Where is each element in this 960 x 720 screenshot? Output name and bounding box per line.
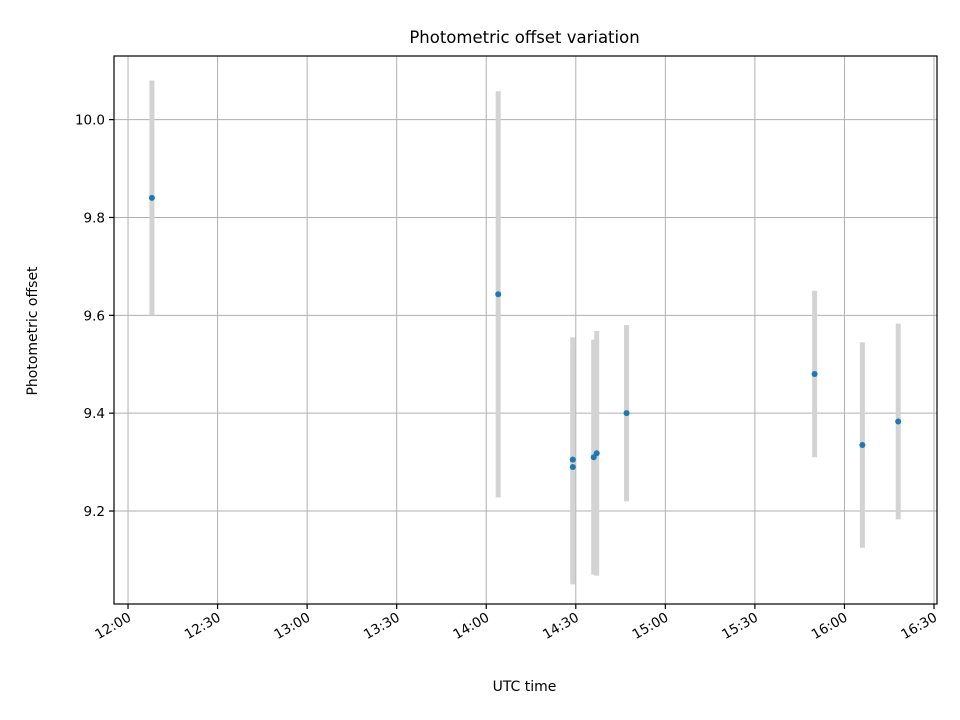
x-tick-label: 16:00 (809, 610, 851, 643)
y-axis-label: Photometric offset (25, 266, 41, 396)
data-point (593, 450, 600, 457)
x-tick-label: 16:30 (898, 610, 940, 643)
y-tick-label: 9.4 (84, 406, 105, 422)
x-tick-label: 13:30 (361, 610, 403, 643)
x-axis-label: UTC time (493, 679, 557, 695)
data-point (148, 194, 155, 201)
y-tick-label: 9.6 (84, 308, 105, 324)
x-tick-label: 15:00 (630, 610, 672, 643)
x-tick-label: 12:00 (92, 610, 134, 643)
error-bars (149, 80, 901, 585)
data-point (895, 418, 902, 425)
y-tick-label: 10.0 (75, 113, 105, 129)
x-tick-label: 13:00 (271, 610, 313, 643)
y-axis: 9.2 9.4 9.6 9.8 10.0 (75, 113, 114, 520)
data-point (859, 441, 866, 448)
x-axis: 12:00 12:30 13:00 13:30 14:00 14:30 15:00 15:30… (92, 604, 940, 643)
y-tick-label: 9.2 (84, 504, 105, 520)
data-point (623, 410, 630, 417)
grid (114, 56, 937, 604)
x-tick-label: 14:00 (451, 610, 493, 643)
data-points (148, 194, 902, 470)
plot-frame (113, 55, 938, 605)
chart-title: Photometric offset variation (409, 28, 639, 47)
data-point (495, 291, 502, 298)
x-tick-label: 12:30 (182, 610, 224, 643)
data-point (569, 456, 576, 463)
x-tick-label: 15:30 (719, 610, 761, 643)
y-tick-label: 9.8 (84, 210, 105, 226)
data-point (811, 371, 818, 378)
data-point (569, 464, 576, 470)
x-tick-label: 14:30 (540, 610, 582, 643)
